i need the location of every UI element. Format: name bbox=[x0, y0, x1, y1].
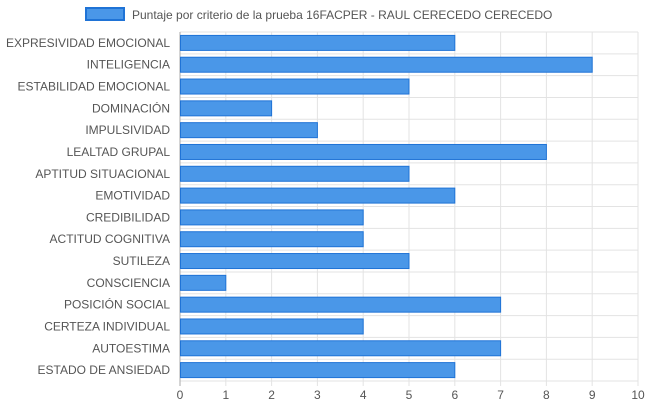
x-tick-label: 2 bbox=[268, 388, 275, 402]
bar[interactable] bbox=[180, 100, 273, 117]
bar[interactable] bbox=[180, 318, 364, 335]
x-tick-labels: 0 1 2 3 4 5 6 7 8 9 10 bbox=[177, 388, 645, 402]
bar[interactable] bbox=[180, 34, 456, 51]
legend[interactable]: Puntaje por criterio de la prueba 16FACP… bbox=[85, 7, 552, 22]
category-label: IMPULSIVIDAD bbox=[85, 123, 170, 137]
bar[interactable] bbox=[180, 231, 364, 248]
category-label: CERTEZA INDIVIDUAL bbox=[44, 319, 170, 333]
bar[interactable] bbox=[180, 122, 318, 139]
category-label: SUTILEZA bbox=[113, 254, 170, 268]
category-label: EXPRESIVIDAD EMOCIONAL bbox=[6, 36, 170, 50]
bar[interactable] bbox=[180, 340, 502, 357]
x-tick-label: 9 bbox=[589, 388, 596, 402]
bar[interactable] bbox=[180, 253, 410, 270]
legend-swatch[interactable] bbox=[85, 7, 125, 21]
x-tick-label: 10 bbox=[631, 388, 645, 402]
category-label: INTELIGENCIA bbox=[87, 58, 170, 72]
category-label: ESTABILIDAD EMOCIONAL bbox=[18, 80, 171, 94]
bar[interactable] bbox=[180, 56, 593, 73]
category-label: DOMINACIÓN bbox=[92, 100, 170, 115]
bars bbox=[180, 34, 593, 379]
bar[interactable] bbox=[180, 165, 410, 182]
x-tick-label: 0 bbox=[177, 388, 184, 402]
category-label: CONSCIENCIA bbox=[87, 276, 170, 290]
category-label: ACTITUD COGNITIVA bbox=[50, 232, 170, 246]
grid-lines bbox=[179, 31, 639, 386]
x-tick-label: 4 bbox=[360, 388, 367, 402]
bar[interactable] bbox=[180, 209, 364, 226]
x-tick-label: 6 bbox=[451, 388, 458, 402]
legend-label[interactable]: Puntaje por criterio de la prueba 16FACP… bbox=[132, 8, 552, 22]
x-tick-label: 1 bbox=[222, 388, 229, 402]
category-label: LEALTAD GRUPAL bbox=[67, 145, 171, 159]
bar[interactable] bbox=[180, 78, 410, 95]
category-labels: EXPRESIVIDAD EMOCIONAL INTELIGENCIA ESTABI… bbox=[6, 36, 170, 377]
category-label: CREDIBILIDAD bbox=[86, 210, 170, 224]
bar[interactable] bbox=[180, 296, 502, 313]
x-tick-label: 5 bbox=[406, 388, 413, 402]
bar[interactable] bbox=[180, 187, 456, 204]
category-label: POSICIÓN SOCIAL bbox=[64, 297, 170, 312]
bar[interactable] bbox=[180, 362, 456, 379]
category-label: APTITUD SITUACIONAL bbox=[35, 167, 170, 181]
category-label: AUTOESTIMA bbox=[92, 341, 170, 355]
category-label: ESTADO DE ANSIEDAD bbox=[38, 363, 171, 377]
bar[interactable] bbox=[180, 274, 227, 291]
category-label: EMOTIVIDAD bbox=[95, 189, 170, 203]
x-tick-label: 3 bbox=[314, 388, 321, 402]
x-tick-label: 8 bbox=[543, 388, 550, 402]
bar[interactable] bbox=[180, 143, 547, 160]
x-tick-label: 7 bbox=[497, 388, 504, 402]
